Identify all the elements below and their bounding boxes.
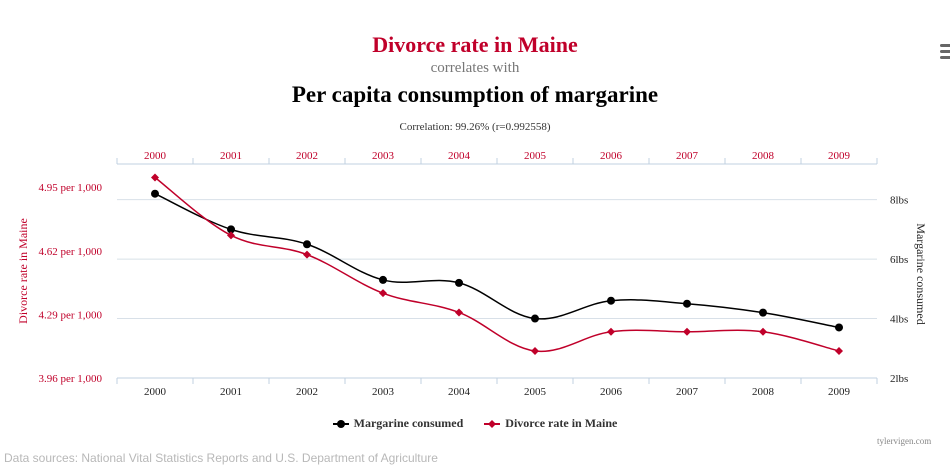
x-tick-label-bottom: 2005	[524, 386, 547, 398]
chart-title-correlates: correlates with	[430, 60, 520, 76]
chart-svg: 2000 2000 2001 2001 2002 2002 2003 2003 2004 2004…	[16, 150, 928, 398]
x-tick-label-bottom: 2006	[600, 386, 623, 398]
x-tick-label-top: 2001	[220, 150, 242, 162]
data-point-margarine	[379, 275, 387, 284]
chart-legend: Margarine consumed Divorce rate in Maine	[0, 416, 950, 433]
x-tick-label-top: 2004	[448, 150, 471, 162]
y-left-tick-label: 4.95 per 1,000	[38, 182, 102, 194]
x-tick-label-top: 2002	[296, 150, 318, 162]
y-left-tick-label: 3.96 per 1,000	[38, 373, 102, 385]
x-tick-label-top: 2009	[828, 150, 851, 162]
x-tick-label-bottom: 2004	[448, 386, 471, 398]
legend-item-divorce[interactable]: Divorce rate in Maine	[484, 416, 617, 431]
x-tick-label-top: 2000	[144, 150, 167, 162]
data-point-margarine	[683, 299, 691, 308]
y-right-axis-title: Margarine consumed	[914, 223, 928, 324]
menu-bar	[940, 50, 950, 53]
data-point-divorce	[151, 173, 159, 182]
series-line-divorce	[154, 176, 840, 353]
x-tick-label-top: 2003	[372, 150, 395, 162]
data-point-divorce	[759, 327, 767, 336]
y-right-tick-label: 8lbs	[890, 195, 908, 207]
data-point-divorce	[227, 231, 235, 240]
y-right-tick-label: 2lbs	[890, 373, 908, 385]
data-point-divorce	[303, 250, 311, 259]
line-circle-icon	[332, 419, 349, 428]
line-diamond-icon	[484, 419, 501, 428]
y-left-tick-label: 4.62 per 1,000	[38, 246, 102, 258]
credit-link[interactable]: tylervigen.com	[877, 436, 932, 446]
x-tick-label-top: 2007	[676, 150, 699, 162]
data-point-divorce	[455, 308, 463, 317]
x-tick-label-bottom: 2002	[296, 386, 318, 398]
menu-bar	[940, 56, 950, 59]
data-point-margarine	[151, 189, 159, 198]
legend-label-margarine: Margarine consumed	[353, 416, 464, 430]
data-point-divorce	[607, 327, 615, 336]
data-point-margarine	[607, 296, 615, 305]
data-point-margarine	[835, 323, 843, 332]
x-tick-label-top: 2006	[600, 150, 623, 162]
x-tick-label-top: 2008	[752, 150, 775, 162]
x-tick-label-bottom: 2000	[144, 386, 167, 398]
data-point-divorce	[379, 289, 387, 298]
legend-label-divorce: Divorce rate in Maine	[505, 416, 618, 430]
correlation-subtitle: Correlation: 99.26% (r=0.992558)	[399, 121, 551, 133]
data-point-margarine	[227, 225, 235, 234]
x-tick-label-bottom: 2001	[220, 386, 242, 398]
x-tick-label-bottom: 2007	[676, 386, 699, 398]
data-point-margarine	[455, 278, 463, 287]
x-tick-label-bottom: 2003	[372, 386, 395, 398]
data-point-margarine	[759, 308, 767, 317]
data-point-margarine	[531, 314, 539, 323]
chart-title-divorce: Divorce rate in Maine	[372, 32, 578, 57]
legend-item-margarine[interactable]: Margarine consumed	[332, 416, 464, 431]
data-point-divorce	[835, 347, 843, 356]
menu-bar	[940, 44, 950, 47]
data-sources: Data sources: National Vital Statistics …	[4, 451, 438, 465]
x-tick-label-bottom: 2009	[828, 386, 851, 398]
data-point-divorce	[531, 347, 539, 356]
series-line-margarine	[154, 193, 840, 329]
hamburger-menu-icon[interactable]	[940, 44, 950, 59]
y-left-tick-label: 4.29 per 1,000	[38, 309, 102, 321]
chart-container: 2000 2000 2001 2001 2002 2002 2003 2003 2004 2004…	[0, 32, 950, 446]
x-tick-label-bottom: 2008	[752, 386, 775, 398]
y-left-axis-title: Divorce rate in Maine	[16, 218, 30, 324]
y-right-tick-label: 6lbs	[890, 254, 908, 266]
data-point-divorce	[683, 327, 691, 336]
data-point-margarine	[303, 240, 311, 249]
y-right-tick-label: 4lbs	[890, 314, 908, 326]
x-tick-label-top: 2005	[524, 150, 547, 162]
chart-title-margarine: Per capita consumption of margarine	[291, 82, 659, 107]
